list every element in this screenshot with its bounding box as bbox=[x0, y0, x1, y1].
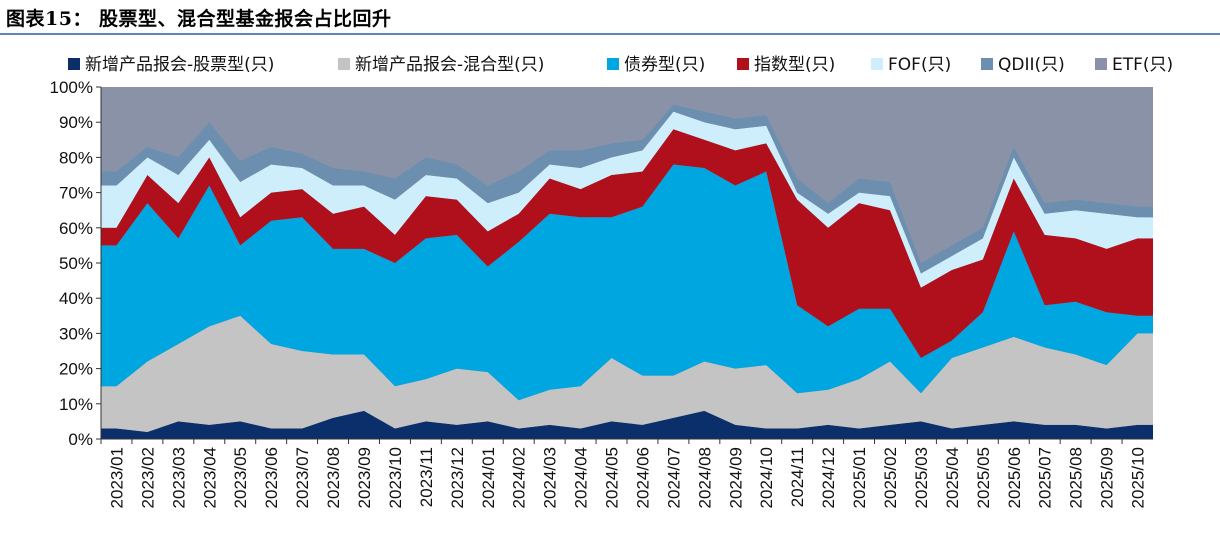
x-tick-label: 2024/06 bbox=[633, 447, 652, 508]
x-tick-label: 2024/10 bbox=[757, 447, 776, 508]
legend-swatch bbox=[607, 58, 619, 70]
x-tick-label: 2024/12 bbox=[819, 447, 838, 508]
x-tick-label: 2024/03 bbox=[541, 447, 560, 508]
x-tick-label: 2025/08 bbox=[1067, 447, 1086, 508]
x-tick-label: 2024/09 bbox=[726, 447, 745, 508]
legend-swatch bbox=[871, 58, 883, 70]
x-tick-label: 2025/04 bbox=[943, 447, 962, 508]
y-tick-label: 30% bbox=[59, 324, 93, 343]
x-tick-label: 2023/08 bbox=[324, 447, 343, 508]
legend-label: 新增产品报会-混合型(只) bbox=[355, 55, 544, 75]
legend-swatch bbox=[1095, 58, 1107, 70]
x-tick-label: 2025/06 bbox=[1005, 447, 1024, 508]
y-tick-label: 90% bbox=[59, 113, 93, 132]
y-tick-label: 10% bbox=[59, 395, 93, 414]
x-tick-label: 2025/01 bbox=[850, 447, 869, 508]
title-divider bbox=[0, 33, 1220, 35]
x-tick-label: 2025/02 bbox=[881, 447, 900, 508]
x-tick-label: 2023/11 bbox=[417, 447, 436, 507]
y-tick-label: 80% bbox=[59, 148, 93, 167]
x-tick-label: 2024/04 bbox=[572, 447, 591, 508]
area-series-2 bbox=[101, 315, 1153, 432]
x-tick-label: 2025/03 bbox=[912, 447, 931, 508]
x-tick-label: 2024/01 bbox=[479, 447, 498, 508]
y-tick-label: 100% bbox=[50, 78, 93, 97]
y-axis: 0% 10% 20% 30% 40% 50% 60% 70% 80% 90% 100% bbox=[50, 78, 102, 449]
x-tick-label: 2025/07 bbox=[1036, 447, 1055, 508]
area-series-1 bbox=[101, 410, 1153, 439]
legend-label: QDII(只) bbox=[998, 55, 1065, 75]
x-tick-label: 2024/02 bbox=[510, 447, 529, 508]
y-tick-label: 20% bbox=[59, 360, 93, 379]
x-tick-label: 2023/06 bbox=[262, 447, 281, 508]
x-tick-label: 2023/09 bbox=[355, 447, 374, 508]
y-tick-label: 60% bbox=[59, 219, 93, 238]
x-tick-label: 2023/01 bbox=[107, 447, 126, 508]
x-tick-label: 2025/05 bbox=[974, 447, 993, 508]
x-tick-label: 2025/10 bbox=[1129, 447, 1148, 508]
x-tick-label: 2024/08 bbox=[695, 447, 714, 508]
x-tick-label: 2023/07 bbox=[293, 447, 312, 508]
x-tick-label: 2024/07 bbox=[664, 447, 683, 508]
x-tick-label: 2024/11 bbox=[788, 447, 807, 507]
x-tick-label: 2023/12 bbox=[448, 447, 467, 508]
legend-label: 指数型(只) bbox=[754, 55, 835, 75]
legend-swatch bbox=[68, 58, 80, 70]
y-tick-label: 40% bbox=[59, 289, 93, 308]
y-tick-label: 0% bbox=[68, 430, 93, 449]
x-tick-label: 2023/04 bbox=[200, 447, 219, 508]
x-tick-label: 2023/10 bbox=[386, 447, 405, 508]
chart-title: 图表15： 股票型、混合型基金报会占比回升 bbox=[6, 8, 392, 30]
y-tick-label: 50% bbox=[59, 254, 93, 273]
legend-label: 新增产品报会-股票型(只) bbox=[85, 55, 274, 75]
area-series-3 bbox=[101, 164, 1153, 401]
y-tick-label: 70% bbox=[59, 184, 93, 203]
legend-label: FOF(只) bbox=[888, 55, 951, 75]
x-tick-label: 2023/03 bbox=[169, 447, 188, 508]
legend: 新增产品报会-股票型(只) 新增产品报会-混合型(只) 债券型(只) 指数型(只) FO… bbox=[68, 55, 1173, 75]
x-tick-label: 2024/05 bbox=[603, 447, 622, 508]
plot-area bbox=[101, 87, 1153, 439]
area-series-4 bbox=[101, 129, 1153, 359]
x-tick-label: 2023/02 bbox=[138, 447, 157, 508]
x-tick-label: 2025/09 bbox=[1098, 447, 1117, 508]
legend-label: 债券型(只) bbox=[624, 55, 705, 75]
x-tick-label: 2023/05 bbox=[231, 447, 250, 508]
legend-swatch bbox=[981, 58, 993, 70]
x-axis: 2023/01 2023/02 2023/03 2023/04 2023/05 2023/… bbox=[100, 438, 1153, 508]
legend-swatch bbox=[737, 58, 749, 70]
legend-label: ETF(只) bbox=[1112, 55, 1173, 75]
legend-swatch bbox=[338, 58, 350, 70]
area-series-7 bbox=[101, 87, 1153, 263]
